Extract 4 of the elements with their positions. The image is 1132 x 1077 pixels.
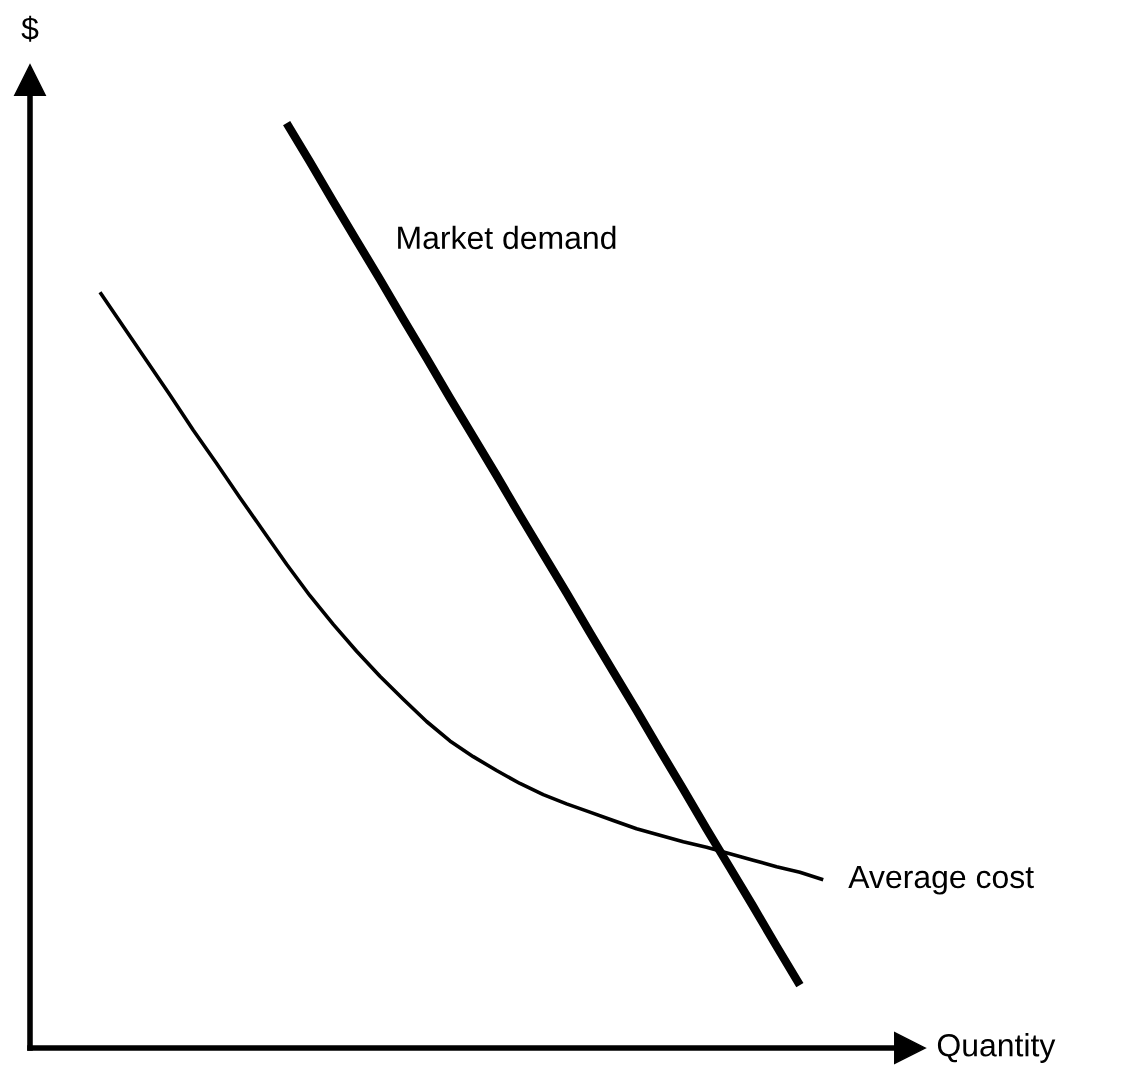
y-axis-title: $ bbox=[21, 15, 39, 42]
x-axis-title: Quantity bbox=[937, 1033, 1056, 1063]
series-label: Market demand bbox=[398, 225, 616, 250]
series-label: Average cost bbox=[848, 865, 1034, 895]
